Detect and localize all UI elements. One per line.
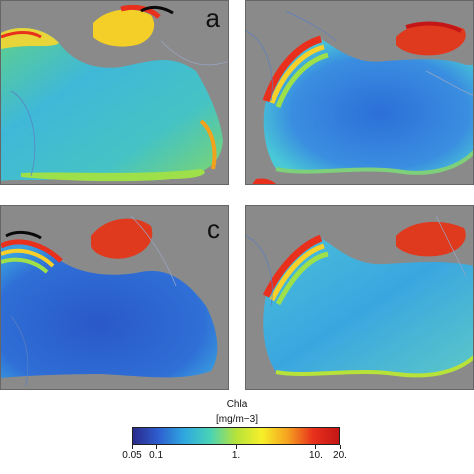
colorbar-tick-mark [315, 445, 317, 449]
colorbar-tick-label: 10. [308, 450, 323, 461]
colorbar-title: Chla [226, 399, 248, 410]
panel-label-a: a [205, 3, 220, 33]
panel-label-c: c [207, 214, 220, 244]
colorbar [132, 427, 340, 445]
colorbar-tick-label: 1. [231, 450, 241, 461]
colorbar-tick-label: 0.1 [149, 450, 164, 461]
colorbar-tick-mark [235, 445, 237, 449]
colorbar-tick-mark [155, 445, 157, 449]
colorbar-unit: [mg/m−3] [216, 414, 258, 425]
colorbar-tick-mark [339, 445, 341, 449]
map-panel-d [245, 205, 474, 390]
map-panel-b [245, 0, 474, 185]
colorbar-tick-mark [131, 445, 133, 449]
colorbar-tick-label: 0.05 [122, 450, 142, 461]
colorbar-tick-label: 20. [333, 450, 347, 461]
map-panel-c: c [0, 205, 229, 390]
map-panel-a: a [0, 0, 229, 185]
